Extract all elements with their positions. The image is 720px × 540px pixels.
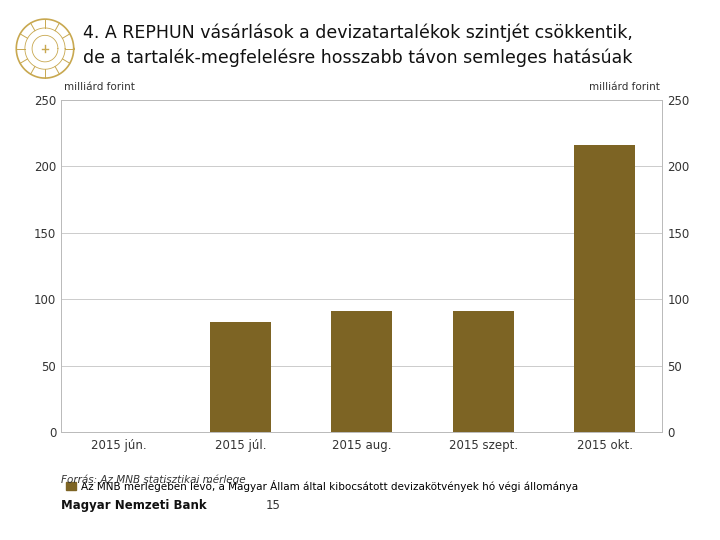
Legend: Az MNB mérlegében lévő, a Magyar Állam által kibocsátott devizakötvények hó végi: Az MNB mérlegében lévő, a Magyar Állam á… [66,480,578,491]
Text: 4. A REPHUN vásárlások a devizatartalékok szintjét csökkentik,
de a tartalék-meg: 4. A REPHUN vásárlások a devizatartaléko… [83,23,633,67]
Bar [453,311,513,432]
Bar [331,311,392,432]
Bar [575,145,635,432]
Text: milliárd forint: milliárd forint [64,82,135,92]
Text: Magyar Nemzeti Bank: Magyar Nemzeti Bank [61,498,207,512]
Text: 15: 15 [266,498,281,512]
Text: milliárd forint: milliárd forint [588,82,660,92]
Bar [210,322,271,432]
Text: Forrás: Az MNB statisztikai mérlege: Forrás: Az MNB statisztikai mérlege [61,475,246,485]
